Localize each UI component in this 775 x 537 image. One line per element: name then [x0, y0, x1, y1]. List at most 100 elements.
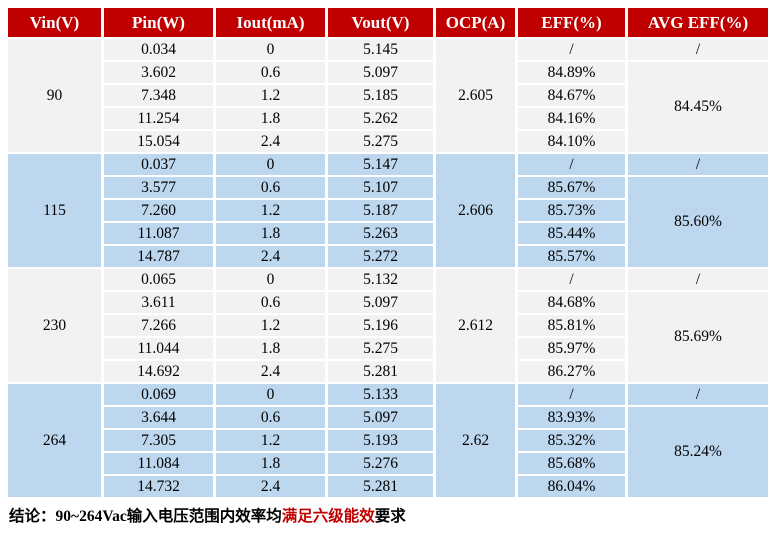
iout-cell: 1.2 — [216, 200, 325, 221]
eff-cell: 84.10% — [518, 131, 625, 152]
pin-cell: 14.692 — [104, 361, 213, 382]
avg-eff-cell: 85.24% — [628, 407, 768, 497]
vin-cell: 264 — [8, 384, 101, 497]
pin-cell: 3.644 — [104, 407, 213, 428]
header-ocp: OCP(A) — [436, 8, 515, 37]
pin-cell: 7.260 — [104, 200, 213, 221]
iout-cell: 2.4 — [216, 476, 325, 497]
iout-cell: 1.8 — [216, 338, 325, 359]
iout-cell: 2.4 — [216, 246, 325, 267]
eff-cell: 85.73% — [518, 200, 625, 221]
table-row: 3.577 0.6 5.107 85.67% 85.60% — [8, 177, 768, 267]
iout-cell: 1.8 — [216, 453, 325, 474]
header-vin: Vin(V) — [8, 8, 101, 37]
iout-cell: 1.8 — [216, 223, 325, 244]
iout-cell: 0.6 — [216, 292, 325, 313]
ocp-cell: 2.606 — [436, 154, 515, 267]
iout-cell: 0 — [216, 269, 325, 290]
vout-cell: 5.147 — [328, 154, 433, 175]
eff-cell: / — [518, 384, 625, 405]
table-row: 7.305 1.2 5.193 85.32% — [8, 430, 768, 451]
pin-cell: 0.069 — [104, 384, 213, 405]
eff-cell: 85.32% — [518, 430, 625, 451]
table-row: 15.054 2.4 5.275 84.10% — [8, 131, 768, 152]
avg-eff-cell: 85.60% — [628, 177, 768, 267]
iout-cell: 1.8 — [216, 108, 325, 129]
pin-cell: 7.266 — [104, 315, 213, 336]
table-row: 14.732 2.4 5.281 86.04% — [8, 476, 768, 497]
header-vout: Vout(V) — [328, 8, 433, 37]
vin-cell: 90 — [8, 39, 101, 152]
pin-cell: 11.254 — [104, 108, 213, 129]
avg-eff-slash-cell: / — [628, 384, 768, 405]
conclusion-line: 结论：90~264Vac输入电压范围内效率均满足六级能效要求 — [5, 504, 772, 526]
table-row: 7.348 1.2 5.185 84.67% — [8, 85, 768, 106]
eff-cell: 85.57% — [518, 246, 625, 267]
table-row: 11.044 1.8 5.275 85.97% — [8, 338, 768, 359]
vout-cell: 5.133 — [328, 384, 433, 405]
pin-cell: 0.037 — [104, 154, 213, 175]
table-row: 11.087 1.8 5.263 85.44% — [8, 223, 768, 244]
iout-cell: 0 — [216, 154, 325, 175]
table-row: 7.266 1.2 5.196 85.81% — [8, 315, 768, 336]
pin-cell: 14.787 — [104, 246, 213, 267]
eff-cell: / — [518, 39, 625, 60]
pin-cell: 0.065 — [104, 269, 213, 290]
eff-cell: 85.81% — [518, 315, 625, 336]
eff-cell: 85.44% — [518, 223, 625, 244]
vout-cell: 5.145 — [328, 39, 433, 60]
vout-cell: 5.196 — [328, 315, 433, 336]
eff-cell: 85.67% — [518, 177, 625, 198]
ocp-cell: 2.62 — [436, 384, 515, 497]
vout-cell: 5.097 — [328, 292, 433, 313]
pin-cell: 14.732 — [104, 476, 213, 497]
eff-cell: 84.68% — [518, 292, 625, 313]
iout-cell: 0.6 — [216, 407, 325, 428]
table-row: 14.787 2.4 5.272 85.57% — [8, 246, 768, 267]
iout-cell: 1.2 — [216, 430, 325, 451]
table-row: 11.254 1.8 5.262 84.16% — [8, 108, 768, 129]
vout-cell: 5.097 — [328, 407, 433, 428]
vout-cell: 5.275 — [328, 338, 433, 359]
iout-cell: 0.6 — [216, 177, 325, 198]
vout-cell: 5.263 — [328, 223, 433, 244]
header-pin: Pin(W) — [104, 8, 213, 37]
iout-cell: 0 — [216, 39, 325, 60]
table-row: 11.084 1.8 5.276 85.68% — [8, 453, 768, 474]
header-eff: EFF(%) — [518, 8, 625, 37]
vout-cell: 5.132 — [328, 269, 433, 290]
table-row: 115 0.037 0 5.147 2.606 / / — [8, 154, 768, 267]
iout-cell: 1.2 — [216, 85, 325, 106]
vout-cell: 5.193 — [328, 430, 433, 451]
avg-eff-slash-cell: / — [628, 154, 768, 175]
avg-eff-slash-cell: / — [628, 39, 768, 60]
table-row: 230 0.065 0 5.132 2.612 / / — [8, 269, 768, 382]
vout-cell: 5.187 — [328, 200, 433, 221]
vout-cell: 5.281 — [328, 476, 433, 497]
iout-cell: 0 — [216, 384, 325, 405]
ocp-cell: 2.612 — [436, 269, 515, 382]
conclusion-suffix: 要求 — [374, 508, 406, 525]
vout-cell: 5.185 — [328, 85, 433, 106]
vin-cell: 230 — [8, 269, 101, 382]
table-header-row: Vin(V) Pin(W) Iout(mA) Vout(V) OCP(A) EF… — [8, 8, 768, 37]
vout-cell: 5.107 — [328, 177, 433, 198]
efficiency-test-table: Vin(V) Pin(W) Iout(mA) Vout(V) OCP(A) EF… — [5, 6, 771, 499]
vout-cell: 5.275 — [328, 131, 433, 152]
iout-cell: 2.4 — [216, 131, 325, 152]
table-row: 7.260 1.2 5.187 85.73% — [8, 200, 768, 221]
pin-cell: 11.044 — [104, 338, 213, 359]
avg-eff-cell: 84.45% — [628, 62, 768, 152]
eff-cell: / — [518, 154, 625, 175]
eff-cell: 86.27% — [518, 361, 625, 382]
pin-cell: 0.034 — [104, 39, 213, 60]
vout-cell: 5.281 — [328, 361, 433, 382]
pin-cell: 3.611 — [104, 292, 213, 313]
header-avg-eff: AVG EFF(%) — [628, 8, 768, 37]
pin-cell: 11.084 — [104, 453, 213, 474]
vout-cell: 5.262 — [328, 108, 433, 129]
pin-cell: 3.577 — [104, 177, 213, 198]
conclusion-prefix: 结论： — [9, 508, 56, 525]
pin-cell: 7.305 — [104, 430, 213, 451]
